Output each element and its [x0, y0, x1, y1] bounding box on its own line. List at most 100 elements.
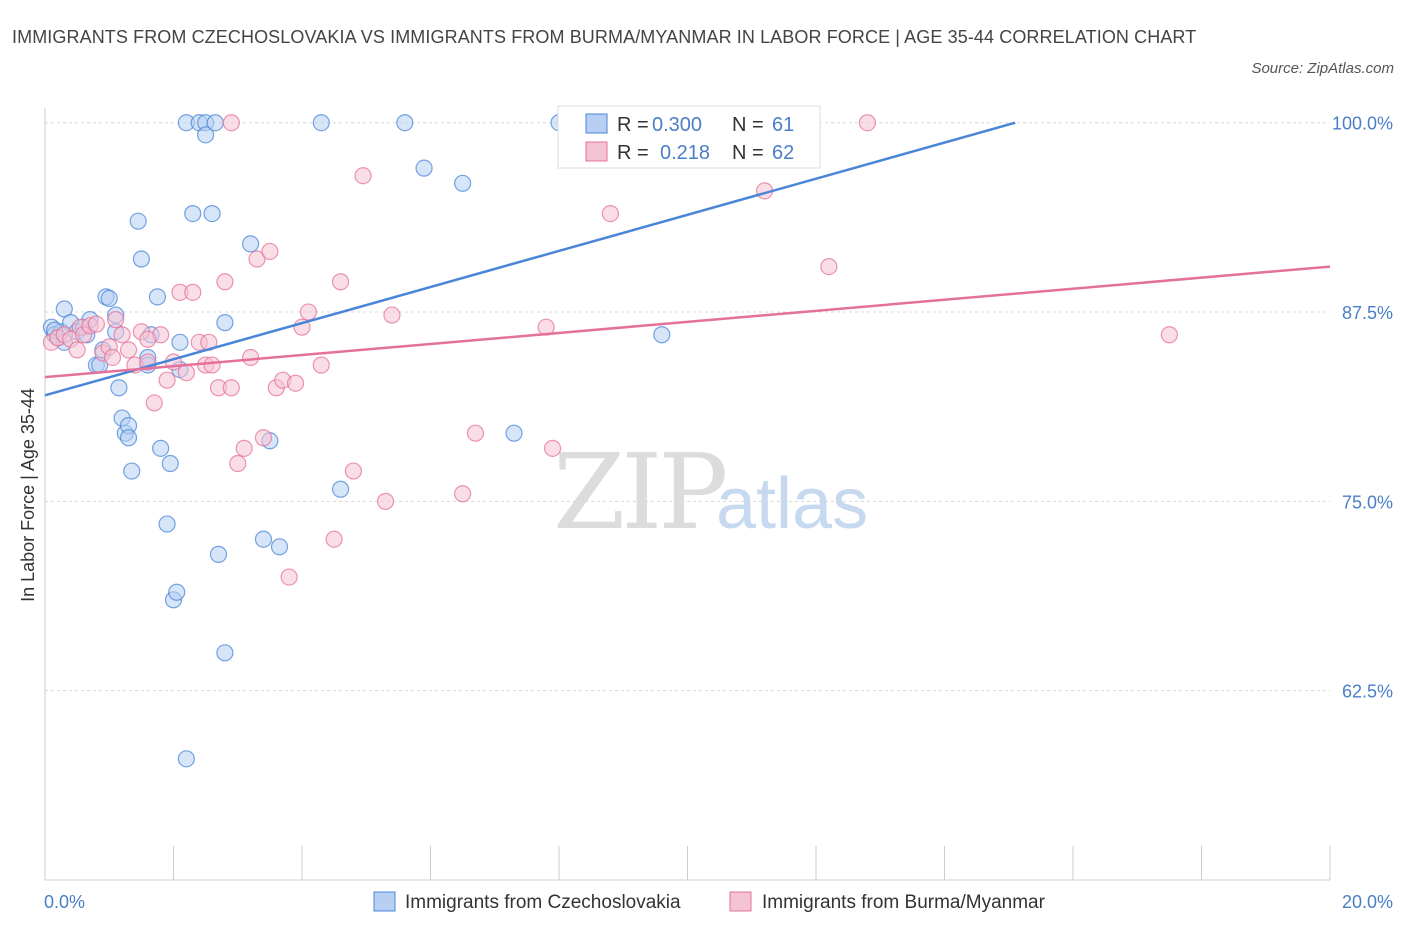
legend-r-value-blue: 0.300 — [652, 114, 702, 136]
burma-point — [145, 394, 163, 412]
series-legend-swatch-czech — [373, 891, 396, 912]
czech-point — [158, 515, 176, 533]
burma-point — [601, 204, 620, 223]
tick-labels: 100.0% 87.5% 75.0% 62.5% 0.0% 20.0% — [44, 114, 1393, 912]
burma-point — [113, 326, 131, 344]
czech-point — [312, 114, 330, 132]
burma-point — [222, 379, 240, 397]
legend-r-label-blue: R = — [617, 114, 649, 136]
trend-lines — [44, 121, 1331, 397]
czech-point — [168, 583, 186, 601]
legend-n-label-pink: N = — [732, 142, 764, 164]
burma-point — [466, 424, 485, 442]
czech-point — [331, 480, 350, 498]
burma-point — [184, 283, 202, 301]
czech-point — [152, 439, 170, 457]
watermark-atlas: atlas — [716, 464, 868, 544]
burma-point — [354, 167, 372, 185]
legend-swatch-pink — [585, 141, 608, 162]
burma-point — [454, 485, 472, 503]
burma-point — [242, 348, 260, 367]
czech-point — [171, 333, 189, 351]
burma-point — [376, 492, 395, 510]
chart-source: Source: ZipAtlas.com — [1251, 60, 1394, 77]
chart-title: IMMIGRANTS FROM CZECHOSLOVAKIA VS IMMIGR… — [12, 27, 1197, 47]
burma-point — [248, 250, 266, 268]
czech-point — [184, 204, 202, 223]
czech-point — [110, 379, 128, 397]
czech-point — [454, 174, 472, 192]
legend-n-label-blue: N = — [732, 114, 764, 136]
burma-point — [119, 341, 138, 359]
burma-point — [858, 114, 877, 132]
burma-point — [312, 356, 330, 374]
y-tick-label: 87.5% — [1342, 303, 1393, 323]
y-tick-label: 100.0% — [1332, 114, 1393, 134]
x-tick-label: 0.0% — [44, 892, 85, 912]
czech-point — [216, 644, 234, 662]
burma-point — [235, 439, 253, 457]
czech-point — [209, 545, 228, 563]
y-tick-label: 75.0% — [1342, 492, 1393, 512]
series-legend-label-burma: Immigrants from Burma/Myanmar — [762, 892, 1046, 913]
czech-point — [129, 212, 147, 230]
burma-point — [1160, 326, 1178, 344]
burma-point — [107, 311, 125, 329]
czech-trend-line — [44, 121, 1016, 397]
czech-point — [123, 462, 141, 480]
burma-point — [261, 242, 279, 261]
czech-point — [396, 114, 414, 132]
burma-point — [158, 371, 176, 389]
czech-point — [161, 454, 179, 473]
burma-point — [543, 439, 562, 457]
czech-point — [270, 538, 289, 556]
burma-point — [299, 303, 318, 321]
legend-n-value-pink: 62 — [772, 142, 794, 164]
burma-point — [820, 258, 838, 276]
burma-point — [325, 530, 343, 548]
legend-r-value-pink: 0.218 — [660, 142, 710, 164]
czech-point — [132, 250, 150, 268]
burma-point — [216, 273, 234, 291]
watermark-zip: ZIP — [553, 431, 725, 553]
czech-point — [206, 114, 224, 132]
burma-point — [286, 374, 305, 392]
axes — [44, 108, 1331, 881]
burma-point — [177, 364, 195, 382]
czech-point — [100, 289, 118, 308]
burma-trend-line — [44, 265, 1331, 379]
burma-point — [254, 429, 273, 447]
burma-point — [139, 330, 157, 348]
burma-point — [68, 341, 86, 359]
czech-point — [415, 159, 433, 177]
series-legend-swatch-burma — [729, 891, 752, 912]
burma-point — [87, 315, 106, 333]
legend-r-label-pink: R = — [617, 142, 649, 164]
legend-swatch-blue — [585, 113, 608, 134]
burma-point — [229, 454, 247, 473]
czech-point — [148, 288, 167, 306]
burma-point — [222, 114, 240, 132]
czech-point — [119, 429, 138, 447]
grid-lines — [45, 122, 1330, 692]
burma-point — [203, 356, 221, 374]
data-points — [42, 114, 1178, 768]
legend-n-value-blue: 61 — [772, 114, 794, 136]
czech-point — [177, 750, 195, 768]
x-tick-label: 20.0% — [1342, 892, 1393, 912]
burma-point — [344, 462, 362, 480]
y-axis-label: In Labor Force | Age 35-44 — [18, 388, 38, 602]
czech-point — [254, 530, 273, 548]
czech-point — [242, 235, 260, 253]
czech-point — [203, 204, 221, 223]
czech-point — [216, 314, 234, 332]
czech-point — [653, 326, 671, 344]
y-tick-label: 62.5% — [1342, 682, 1393, 702]
burma-point — [383, 306, 401, 324]
series-legend-label-czech: Immigrants from Czechoslovakia — [405, 892, 681, 913]
burma-point — [331, 273, 350, 291]
burma-point — [103, 348, 122, 367]
burma-point — [280, 568, 298, 586]
stats-legend: R = 0.300 N = 61 R = 0.218 N = 62 — [557, 105, 821, 169]
